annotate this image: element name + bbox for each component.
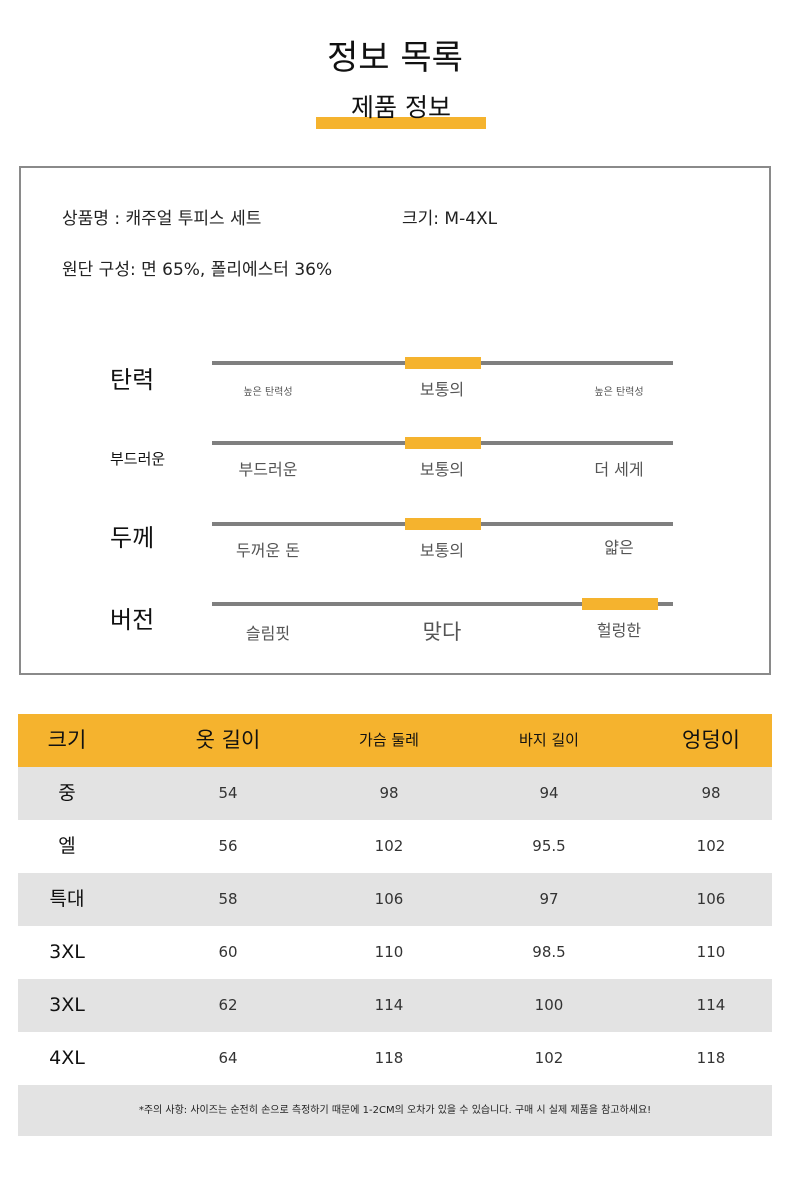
page-title: 정보 목록 — [327, 38, 463, 78]
scale-marker — [581, 598, 658, 610]
table-cell: 크기 — [47, 728, 87, 752]
table-cell: 106 — [696, 890, 726, 908]
table-cell: 102 — [374, 837, 404, 855]
product-size: 크기: M-4XL — [402, 209, 498, 229]
scale-left-label: 부드러운 — [238, 460, 298, 479]
table-cell: 95.5 — [532, 837, 566, 855]
table-cell: 110 — [696, 943, 726, 961]
attribute-label: 두께 — [110, 524, 155, 552]
table-cell: 특대 — [49, 888, 85, 910]
product-name: 상품명 : 캐주얼 투피스 세트 — [62, 209, 262, 229]
table-cell: 102 — [534, 1049, 564, 1067]
table-cell: 4XL — [49, 1047, 85, 1069]
scale-left-label: 슬림핏 — [245, 624, 291, 643]
table-row: 중 54 98 94 98 — [18, 767, 772, 820]
table-cell: 엉덩이 — [682, 728, 740, 752]
product-info-box — [19, 166, 771, 675]
table-cell: 3XL — [49, 941, 85, 963]
scale-marker — [404, 357, 481, 369]
scale-marker — [404, 437, 481, 449]
subtitle-underline — [316, 117, 486, 129]
table-cell: 3XL — [49, 994, 85, 1016]
table-cell: 엘 — [58, 835, 76, 857]
scale-right-label: 더 세게 — [594, 460, 644, 479]
scale-track — [212, 602, 673, 606]
table-cell: 98 — [379, 784, 399, 802]
table-row: 4XL 64 118 102 118 — [18, 1032, 772, 1085]
table-cell: 114 — [696, 996, 726, 1014]
table-cell: 102 — [696, 837, 726, 855]
table-cell: 58 — [218, 890, 238, 908]
scale-left-label: 두꺼운 돈 — [236, 541, 300, 560]
table-cell: 114 — [374, 996, 404, 1014]
table-row: 엘 56 102 95.5 102 — [18, 820, 772, 873]
section-title: 제품 정보 — [351, 93, 451, 122]
size-note: *주의 사항: 사이즈는 순전히 손으로 측정하기 때문에 1-2CM의 오차가… — [18, 1085, 772, 1136]
table-cell: 118 — [374, 1049, 404, 1067]
scale-mid-label: 보통의 — [419, 380, 465, 399]
table-cell: 98 — [701, 784, 721, 802]
fabric-composition: 원단 구성: 면 65%, 폴리에스터 36% — [62, 260, 333, 280]
scale-mid-label: 보통의 — [419, 460, 465, 479]
scale-mid-label: 맞다 — [422, 620, 462, 644]
scale-left-label: 높은 탄력성 — [243, 387, 293, 398]
scale-mid-label: 보통의 — [419, 541, 465, 560]
table-cell: 54 — [218, 784, 238, 802]
scale-marker — [404, 518, 481, 530]
table-row: 특대 58 106 97 106 — [18, 873, 772, 926]
scale-right-label: 높은 탄력성 — [594, 387, 644, 398]
attribute-label: 버전 — [110, 606, 155, 634]
table-cell: 56 — [218, 837, 238, 855]
table-cell: 98.5 — [532, 943, 566, 961]
attribute-label: 탄력 — [110, 366, 155, 394]
table-cell: 중 — [58, 782, 76, 804]
scale-right-label: 헐렁한 — [596, 621, 642, 640]
table-header: 크기 옷 길이 가슴 둘레 바지 길이 엉덩이 — [18, 714, 772, 767]
table-cell: 100 — [534, 996, 564, 1014]
table-cell: 94 — [539, 784, 559, 802]
scale-right-label: 얇은 — [604, 538, 634, 557]
table-cell: 64 — [218, 1049, 238, 1067]
table-row: 3XL 60 110 98.5 110 — [18, 926, 772, 979]
table-cell: 118 — [696, 1049, 726, 1067]
table-cell: 106 — [374, 890, 404, 908]
table-cell: 110 — [374, 943, 404, 961]
table-cell: 바지 길이 — [519, 731, 579, 749]
table-cell: 97 — [539, 890, 559, 908]
table-cell: 62 — [218, 996, 238, 1014]
table-cell: 가슴 둘레 — [359, 731, 419, 749]
attribute-label: 부드러운 — [110, 450, 166, 468]
table-cell: 60 — [218, 943, 238, 961]
table-cell: 옷 길이 — [195, 728, 261, 752]
table-row: 3XL 62 114 100 114 — [18, 979, 772, 1032]
